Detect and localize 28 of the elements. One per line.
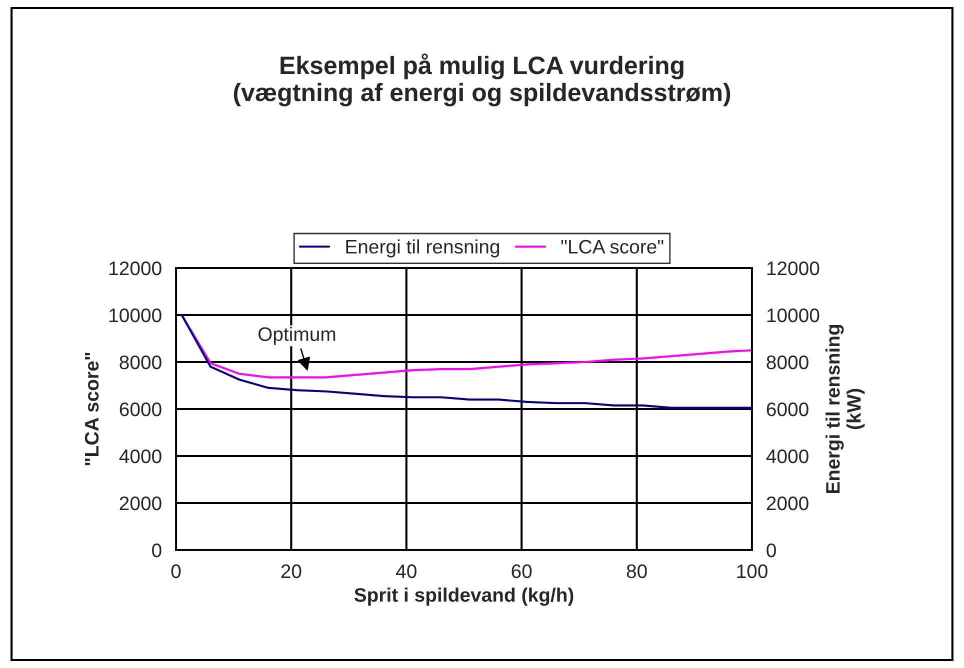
y-axis-title: "LCA score" [84,352,99,466]
x-tick-label: 0 [171,564,181,578]
line-series [180,314,752,409]
legend-label: "LCA score" [561,240,664,254]
x-tick-label: 100 [737,564,768,578]
y-tick-label: 6000 [120,402,162,416]
legend-label: Energi til rensning [346,239,500,258]
y2-tick-label: 6000 [766,402,808,416]
y2-tick-label: 12000 [767,261,820,276]
y2-tick-label: 8000 [766,355,808,370]
y2-tick-label: 2000 [766,496,808,510]
y2-tick-label: 0 [766,543,776,558]
y-tick-label: 0 [152,543,162,558]
y-tick-label: 8000 [120,355,162,370]
x-tick-label: 60 [512,564,532,578]
y2-tick-label: 10000 [767,308,820,322]
x-tick-label: 20 [281,564,302,578]
y-tick-label: 12000 [110,261,162,276]
y-tick-label: 10000 [110,308,162,322]
x-axis-title: Sprit i spildevand (kg/h) [354,588,574,606]
y-tick-label: 4000 [119,449,162,464]
annotation: Optimum [258,326,336,345]
y-tick-label: 2000 [120,496,162,510]
y2-axis-title: Energi til rensning (kW) [826,324,865,494]
y2-tick-label: 4000 [766,449,808,464]
chart-title: Eksempel på mulig LCA vurdering (vægtning af energi og spildevandsstrøm) [234,53,730,106]
x-tick-label: 80 [626,564,647,578]
x-tick-label: 40 [396,564,416,578]
